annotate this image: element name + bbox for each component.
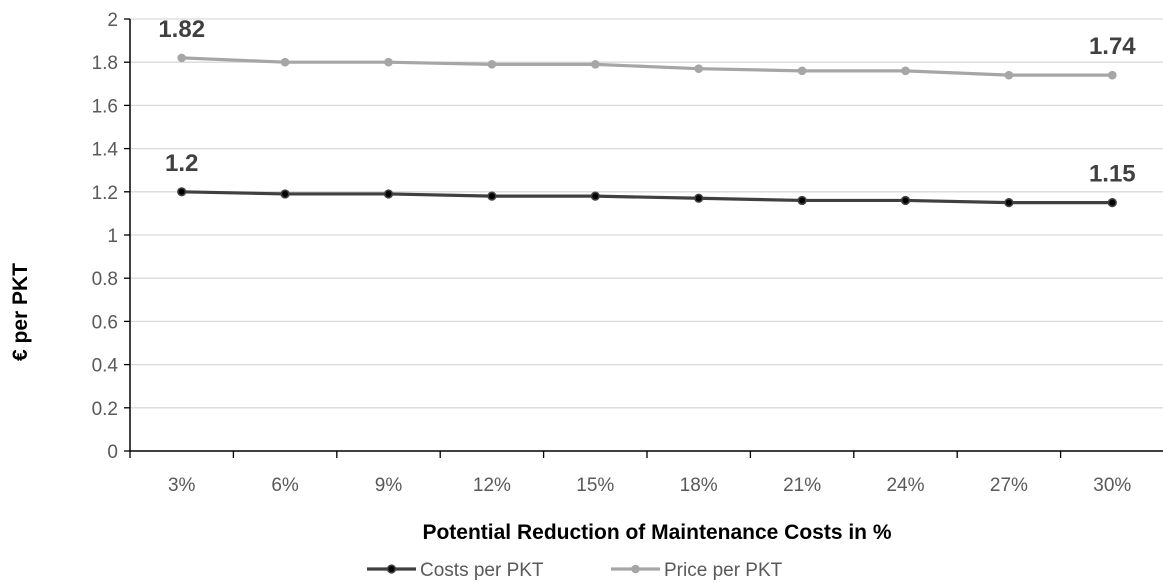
data-point <box>280 57 290 67</box>
x-tick-label: 21% <box>783 475 821 496</box>
legend: Costs per PKT Price per PKT <box>367 560 783 581</box>
data-point <box>280 189 290 199</box>
y-tick-label: 0 <box>107 442 118 463</box>
y-tick-label: 0.6 <box>92 312 118 333</box>
data-labels: 1.82 1.74 1.2 1.15 <box>158 16 1136 188</box>
data-point <box>797 66 807 76</box>
y-tick-label: 1.2 <box>92 183 118 204</box>
series-line <box>181 190 1113 205</box>
data-point <box>1108 70 1117 80</box>
x-tick-label: 24% <box>886 475 924 496</box>
series-layer <box>177 53 1117 208</box>
y-tick-label: 1.6 <box>92 96 118 117</box>
data-point <box>694 193 704 203</box>
data-point <box>900 195 911 206</box>
x-tick-label: 9% <box>375 475 403 496</box>
data-point <box>1107 198 1117 208</box>
data-point <box>487 191 497 201</box>
x-tick-label: 12% <box>473 475 511 496</box>
y-tick-label: 1.4 <box>92 140 119 161</box>
x-tick-label: 15% <box>576 475 614 496</box>
data-point <box>1004 70 1014 80</box>
x-tick-label: 30% <box>1093 475 1131 496</box>
series-price-per-pkt <box>177 53 1117 80</box>
x-tick-label: 6% <box>271 475 299 496</box>
data-point <box>177 187 187 197</box>
x-axis-ticks: 3% 6% 9% 12% 15% 18% 21% 24% 27% 30% <box>168 475 1131 496</box>
data-point <box>384 57 393 67</box>
series-line <box>181 56 1113 77</box>
data-point <box>487 60 497 69</box>
y-tick-label: 1.8 <box>92 53 118 74</box>
x-axis-title: Potential Reduction of Maintenance Costs… <box>422 521 891 544</box>
data-point <box>383 189 394 199</box>
axes <box>124 18 1163 458</box>
data-point <box>591 60 600 69</box>
y-tick-label: 0.2 <box>92 399 118 420</box>
y-tick-label: 0.8 <box>92 269 118 290</box>
y-axis-ticks: 0 0.2 0.4 0.6 0.8 1 1.2 1.4 1.6 1.8 2 <box>92 10 119 463</box>
y-tick-label: 0.4 <box>92 356 119 377</box>
data-point <box>1004 198 1014 208</box>
legend-marker <box>386 564 397 574</box>
data-label: 1.15 <box>1089 161 1136 188</box>
data-point <box>590 191 600 201</box>
x-tick-label: 27% <box>990 475 1028 496</box>
data-label: 1.2 <box>165 150 198 177</box>
data-point <box>901 66 910 76</box>
data-point <box>797 195 807 206</box>
y-tick-label: 1 <box>107 226 118 247</box>
data-point <box>694 64 703 73</box>
data-label: 1.74 <box>1089 33 1136 60</box>
legend-item: Price per PKT <box>611 560 783 581</box>
legend-label: Price per PKT <box>664 560 783 581</box>
series-costs-per-pkt <box>177 187 1117 208</box>
data-label: 1.82 <box>158 16 205 43</box>
legend-marker <box>631 564 640 574</box>
x-tick-label: 3% <box>168 475 196 496</box>
data-point <box>177 53 186 63</box>
legend-label: Costs per PKT <box>420 560 544 581</box>
x-tick-label: 18% <box>680 475 718 496</box>
legend-item: Costs per PKT <box>367 560 544 581</box>
y-axis-title: € per PKT <box>9 263 32 361</box>
y-tick-label: 2 <box>107 10 118 31</box>
gridlines <box>130 18 1163 409</box>
